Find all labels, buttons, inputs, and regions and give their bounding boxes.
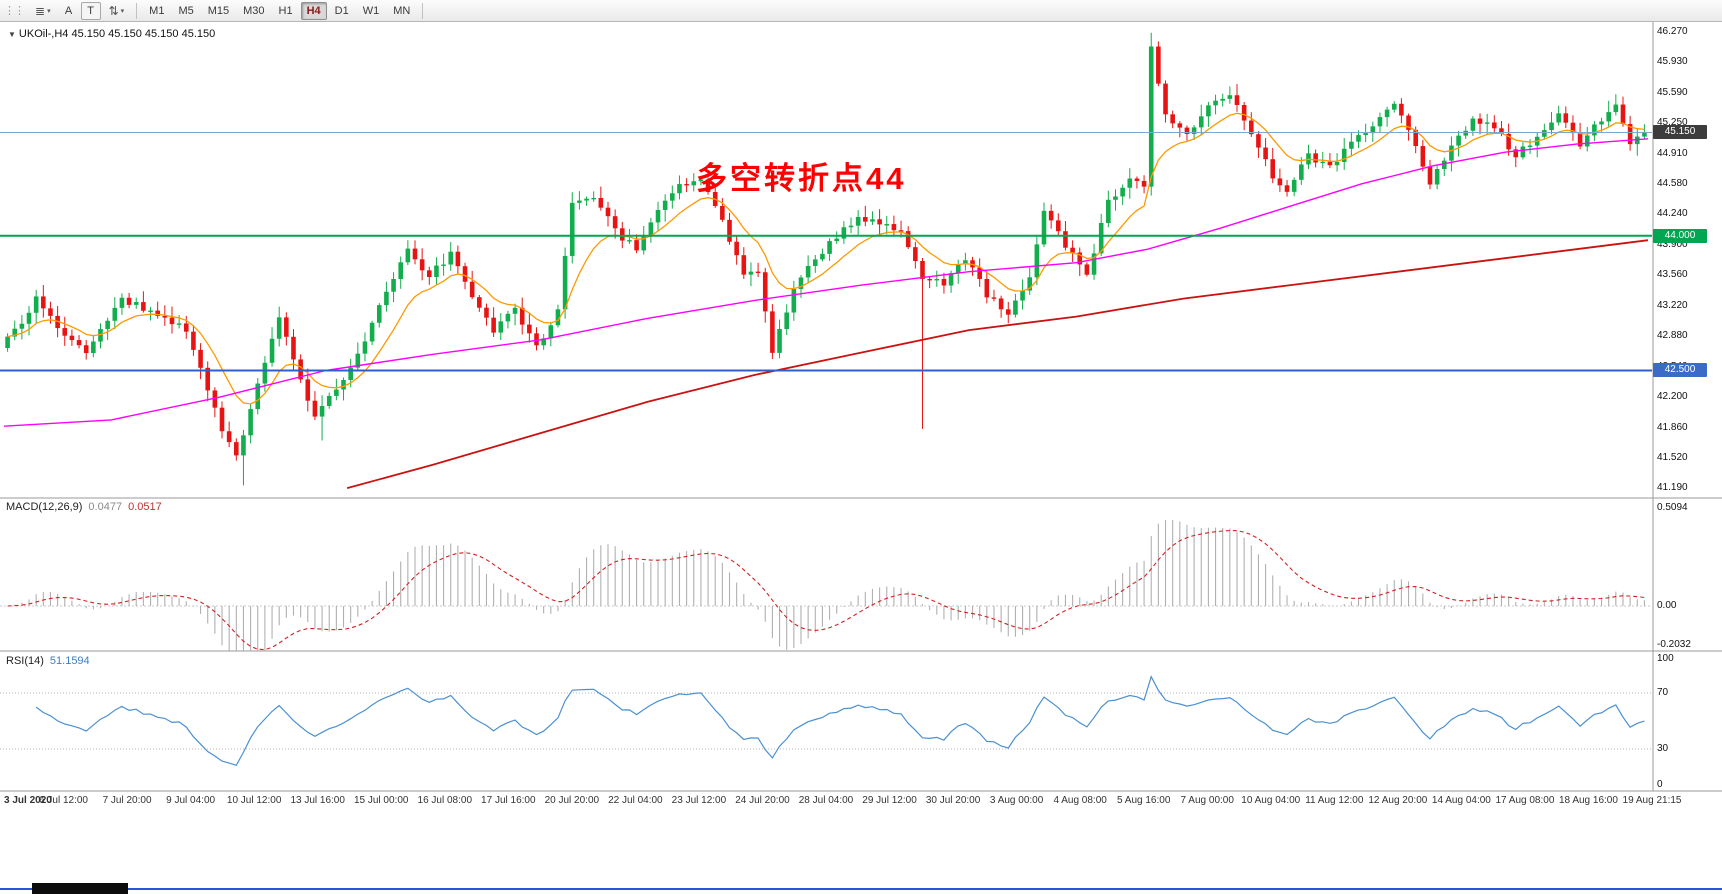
time-axis-label: 7 Jul 20:00 [102, 795, 152, 806]
rsi-indicator-label: RSI(14) 51.1594 [6, 655, 90, 667]
time-axis-label: 3 Jul 2020 [4, 795, 52, 806]
price-axis-label: 45.930 [1657, 56, 1688, 68]
price-axis-label: 43.560 [1657, 269, 1688, 281]
time-axis-label: 19 Aug 21:15 [1622, 795, 1682, 806]
list-lines-icon: ≣ [35, 3, 46, 18]
up-down-arrows-icon: ⇅ [108, 3, 119, 18]
price-axis-label: 41.190 [1657, 482, 1688, 494]
chart-annotation-text: 多空转折点44 [696, 161, 907, 196]
time-axis-label: 13 Jul 16:00 [290, 795, 345, 806]
macd-axis-label: 0.00 [1657, 599, 1677, 611]
time-axis-label: 16 Jul 08:00 [417, 795, 473, 806]
price-axis-label: 42.200 [1657, 391, 1688, 403]
timeframe-mn-button[interactable]: MN [387, 2, 416, 20]
chart-symbol-title: ▼ UKOil-,H4 45.150 45.150 45.150 45.150 [8, 28, 216, 40]
time-axis-label: 14 Aug 04:00 [1431, 795, 1491, 806]
macd-axis-label: 0.5094 [1657, 501, 1688, 513]
toolbar-separator [422, 2, 424, 19]
price-axis-label: 41.860 [1657, 421, 1688, 433]
time-axis-label: 28 Jul 04:00 [798, 795, 854, 806]
price-axis-label: 44.910 [1657, 148, 1688, 160]
caret-down-icon: ▾ [120, 7, 125, 15]
time-axis-label: 24 Jul 20:00 [735, 795, 790, 806]
toolbar-grip[interactable]: ⋮⋮ [4, 5, 25, 17]
time-axis-label: 12 Aug 20:00 [1368, 795, 1428, 806]
time-axis-label: 22 Jul 04:00 [608, 795, 663, 806]
time-axis-label: 30 Jul 20:00 [925, 795, 981, 806]
rsi-axis-label: 30 [1657, 743, 1669, 754]
time-axis-label: 4 Aug 08:00 [1053, 795, 1107, 806]
timeframe-h4-button[interactable]: H4 [300, 1, 327, 20]
toolbar: ⋮⋮ ≣ ▾ A T ⇅ ▾ M1 M5 M15 M30 H1 H4 D1 W1… [0, 0, 1722, 22]
time-axis-label: 10 Jul 12:00 [226, 795, 282, 806]
price-tag: 44.000 [1653, 228, 1707, 243]
rsi-axis-label: 0 [1657, 779, 1663, 790]
time-axis-label: 6 Jul 12:00 [39, 795, 88, 806]
time-axis-label: 17 Jul 16:00 [481, 795, 536, 806]
timeframe-w1-button[interactable]: W1 [357, 2, 386, 20]
text-label-tool-button[interactable]: T [80, 1, 101, 20]
timeframe-m30-button[interactable]: M30 [237, 2, 270, 20]
taskbar-fragment [32, 883, 128, 894]
caret-down-icon: ▾ [47, 7, 51, 15]
font-tool-button[interactable]: A [59, 2, 79, 20]
price-axis-label: 42.880 [1657, 330, 1688, 342]
collapse-triangle-icon[interactable]: ▼ [8, 30, 16, 39]
macd-indicator-label: MACD(12,26,9) 0.0477 0.0517 [6, 501, 162, 513]
price-axis-label: 41.520 [1657, 452, 1688, 464]
price-tag: 45.150 [1653, 125, 1707, 140]
price-axis-label: 43.220 [1657, 299, 1688, 311]
price-axis-label: 43.900 [1657, 238, 1688, 250]
price-axis-label: 44.240 [1657, 208, 1688, 220]
time-axis-label: 15 Jul 00:00 [353, 795, 409, 806]
cycle-lines-tool-button[interactable]: ⇅ ▾ [103, 2, 131, 20]
market-watch-icon-button[interactable]: ≣ ▾ [29, 2, 57, 20]
timeframe-m1-button[interactable]: M1 [143, 2, 170, 20]
price-tag: 42.500 [1653, 363, 1707, 378]
time-axis-label: 18 Aug 16:00 [1558, 795, 1618, 806]
price-axis-label: 45.590 [1657, 86, 1688, 98]
price-axis-label: 45.250 [1657, 117, 1688, 129]
time-axis-label: 17 Aug 08:00 [1495, 795, 1555, 806]
time-axis-label: 10 Aug 04:00 [1241, 795, 1301, 806]
bottom-accent-line [0, 888, 1722, 890]
rsi-axis-label: 70 [1657, 687, 1669, 698]
time-axis-label: 23 Jul 12:00 [671, 795, 727, 806]
timeframe-h1-button[interactable]: H1 [273, 2, 299, 20]
timeframe-m15-button[interactable]: M15 [202, 2, 235, 20]
time-axis-label: 5 Aug 16:00 [1116, 795, 1171, 806]
time-axis-label: 9 Jul 04:00 [166, 795, 216, 806]
timeframe-m5-button[interactable]: M5 [172, 2, 199, 20]
price-axis-label: 44.580 [1657, 177, 1688, 189]
time-axis-label: 7 Aug 00:00 [1180, 795, 1234, 806]
time-axis-label: 20 Jul 20:00 [544, 795, 600, 806]
toolbar-separator [136, 2, 138, 19]
time-axis-label: 11 Aug 12:00 [1305, 795, 1364, 806]
timeframe-d1-button[interactable]: D1 [329, 2, 355, 20]
time-axis-label: 3 Aug 00:00 [989, 795, 1044, 806]
rsi-axis-label: 100 [1657, 653, 1674, 664]
macd-axis-label: -0.2032 [1657, 639, 1691, 651]
time-axis-label: 29 Jul 12:00 [862, 795, 917, 806]
price-axis-label: 46.270 [1657, 25, 1688, 37]
